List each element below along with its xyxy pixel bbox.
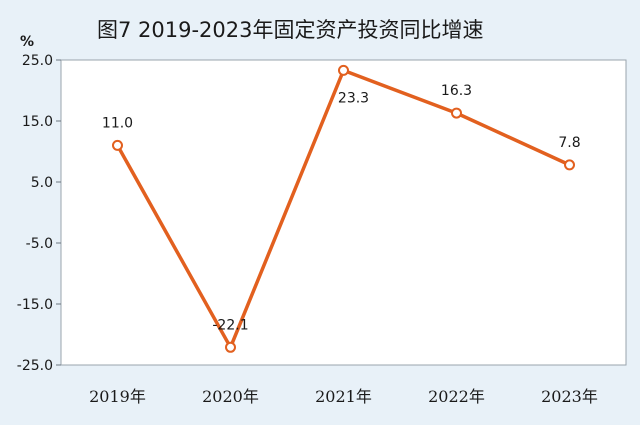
y-tick-label: -5.0	[26, 236, 53, 252]
data-label: 11.0	[102, 115, 133, 131]
x-tick-label: 2022年	[428, 387, 485, 406]
y-tick-label: -15.0	[17, 297, 53, 313]
x-tick-label: 2019年	[89, 387, 146, 406]
y-axis-unit: %	[20, 34, 34, 50]
data-point	[225, 341, 236, 353]
data-label: -22.1	[212, 317, 248, 333]
y-tick-label: 5.0	[31, 175, 53, 191]
data-label: 7.8	[558, 135, 580, 151]
chart-title: 图7 2019-2023年固定资产投资同比增速	[97, 18, 484, 42]
data-label: 16.3	[441, 83, 472, 99]
x-tick-label: 2023年	[541, 387, 598, 406]
y-tick-label: 15.0	[22, 114, 53, 130]
x-tick-label: 2020年	[202, 387, 259, 406]
series-group	[112, 64, 575, 353]
data-point	[338, 64, 349, 76]
y-tick-label: -25.0	[17, 358, 53, 374]
data-point	[451, 107, 462, 119]
data-labels: 11.0 -22.1 23.3 16.3 7.8	[102, 83, 581, 333]
data-label: 23.3	[338, 90, 369, 106]
x-ticks: 2019年 2020年 2021年 2022年 2023年	[89, 387, 598, 406]
x-tick-label: 2021年	[315, 387, 372, 406]
y-tick-label: 25.0	[22, 53, 53, 69]
data-point	[564, 159, 575, 171]
y-ticks: 25.0 15.0 5.0 -5.0 -15.0 -25.0	[17, 53, 61, 374]
data-point	[112, 139, 123, 151]
